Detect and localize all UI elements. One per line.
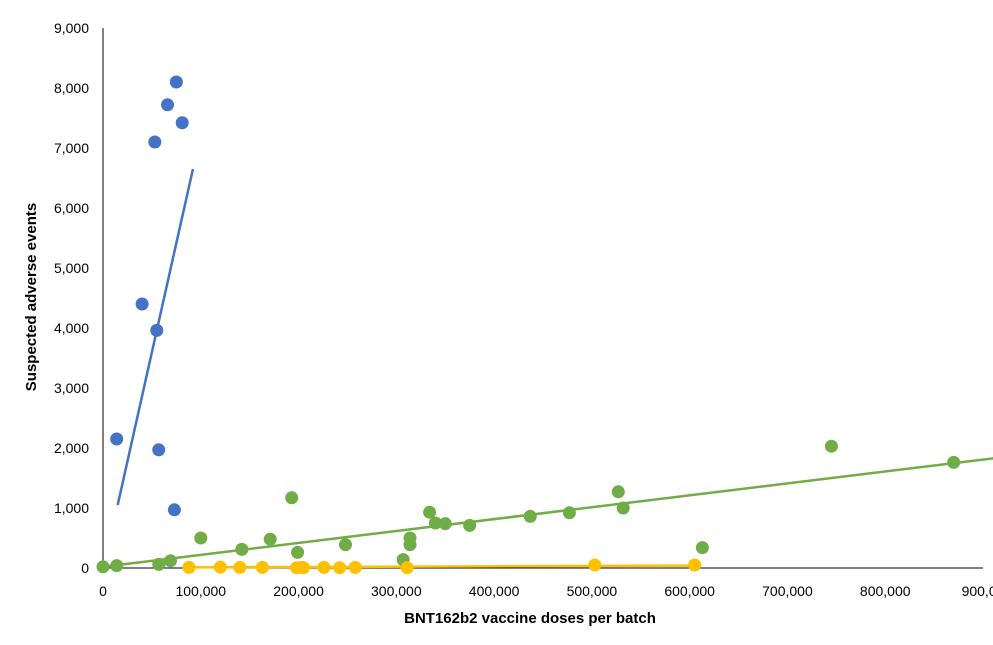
green-data-point bbox=[96, 560, 110, 574]
x-tick-label: 500,000 bbox=[567, 583, 618, 599]
green-data-point bbox=[110, 559, 124, 573]
y-axis-title: Suspected adverse events bbox=[23, 203, 40, 391]
yellow-data-point bbox=[233, 560, 247, 574]
y-tick-label: 6,000 bbox=[54, 200, 89, 216]
blue-data-point bbox=[161, 98, 175, 112]
y-tick-label: 5,000 bbox=[54, 260, 89, 276]
y-tick-labels: 0 1,000 2,000 3,000 4,000 5,000 6,000 7,000 8,00… bbox=[54, 20, 89, 576]
green-data-point bbox=[947, 455, 961, 469]
axes bbox=[102, 28, 983, 569]
x-tick-label: 200,000 bbox=[273, 583, 324, 599]
yellow-data-point bbox=[317, 560, 331, 574]
yellow-data-point bbox=[255, 560, 269, 574]
green-data-point bbox=[163, 554, 177, 568]
blue-data-point bbox=[150, 323, 164, 337]
green-data-point bbox=[695, 541, 709, 555]
yellow-trendline bbox=[189, 564, 695, 569]
green-data-point bbox=[616, 501, 630, 515]
green-data-point bbox=[463, 518, 477, 532]
blue-data-point bbox=[110, 432, 124, 446]
green-trendline bbox=[102, 457, 993, 569]
blue-data-point bbox=[148, 135, 162, 149]
y-tick-label: 3,000 bbox=[54, 380, 89, 396]
yellow-data-point bbox=[688, 558, 702, 572]
y-tick-label: 8,000 bbox=[54, 80, 89, 96]
y-tick-label: 4,000 bbox=[54, 320, 89, 336]
blue-data-point bbox=[169, 75, 183, 89]
green-data-point bbox=[403, 538, 417, 552]
yellow-data-point bbox=[333, 561, 347, 575]
x-tick-label: 300,000 bbox=[371, 583, 422, 599]
green-data-point bbox=[152, 557, 166, 571]
green-data-point bbox=[438, 517, 452, 531]
x-tick-label: 900,00 bbox=[962, 583, 993, 599]
green-data-point bbox=[423, 505, 437, 519]
x-axis-title: BNT162b2 vaccine doses per batch bbox=[404, 610, 656, 627]
blue-data-point bbox=[135, 297, 149, 311]
x-tick-label: 800,000 bbox=[860, 583, 911, 599]
x-tick-labels: 0 100,000 200,000 300,000 400,000 500,000 600,… bbox=[99, 583, 993, 599]
green-data-point bbox=[235, 542, 249, 556]
green-data-point bbox=[338, 538, 352, 552]
green-data-point bbox=[285, 491, 299, 505]
green-data-point bbox=[263, 532, 277, 546]
green-data-point bbox=[824, 439, 838, 453]
y-tick-label: 7,000 bbox=[54, 140, 89, 156]
x-tick-label: 400,000 bbox=[469, 583, 520, 599]
y-tick-label: 1,000 bbox=[54, 500, 89, 516]
yellow-data-point bbox=[213, 560, 227, 574]
green-data-point bbox=[562, 506, 576, 520]
green-data-point bbox=[428, 516, 442, 530]
green-data-point bbox=[523, 509, 537, 523]
y-tick-label: 2,000 bbox=[54, 440, 89, 456]
x-tick-label: 0 bbox=[99, 583, 107, 599]
blue-data-point bbox=[152, 443, 166, 457]
yellow-data-point bbox=[296, 561, 310, 575]
x-tick-label: 600,000 bbox=[664, 583, 715, 599]
yellow-data-point bbox=[182, 560, 196, 574]
green-data-point bbox=[291, 545, 305, 559]
green-data-point bbox=[194, 531, 208, 545]
x-tick-label: 700,000 bbox=[762, 583, 813, 599]
x-tick-label: 100,000 bbox=[175, 583, 226, 599]
data-points bbox=[96, 75, 961, 575]
trendlines bbox=[102, 168, 993, 569]
blue-data-point bbox=[167, 503, 181, 517]
blue-trendline bbox=[116, 168, 195, 506]
y-tick-label: 9,000 bbox=[54, 20, 89, 36]
yellow-data-point bbox=[588, 558, 602, 572]
green-data-point bbox=[611, 485, 625, 499]
yellow-data-point bbox=[348, 560, 362, 574]
y-tick-label: 0 bbox=[81, 560, 89, 576]
yellow-data-point bbox=[400, 561, 414, 575]
blue-data-point bbox=[175, 116, 189, 130]
